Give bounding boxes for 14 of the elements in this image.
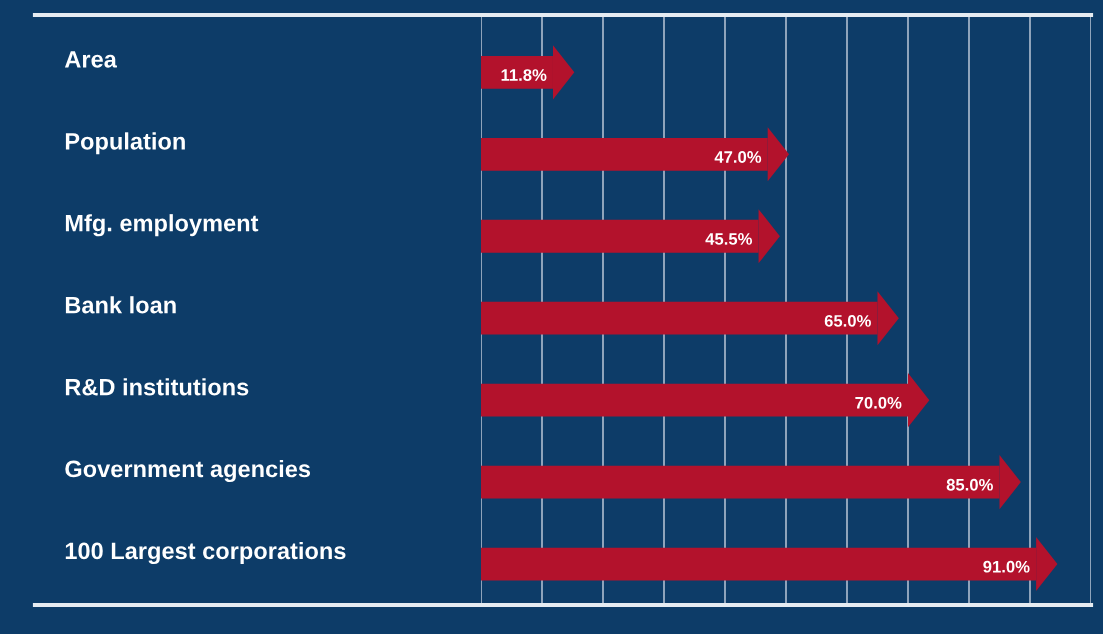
y-tick-label: Bank loan	[65, 296, 176, 314]
y-tick-label: R&D institutions	[65, 378, 249, 396]
data-label: 47.0%	[714, 151, 762, 163]
data-label: 85.0%	[946, 478, 993, 491]
data-label: 65.0%	[824, 314, 871, 327]
y-tick-label: Population	[65, 132, 185, 155]
data-label: 91.0%	[983, 560, 1030, 573]
y-tick-label: Mfg. employment	[65, 214, 259, 237]
y-tick-label: 100 Largest corporations	[65, 541, 346, 565]
data-label: 11.8%	[501, 69, 547, 81]
data-label: 45.5%	[705, 233, 753, 245]
y-tick-label: Government agencies	[65, 459, 311, 483]
data-label: 70.0%	[855, 396, 902, 409]
y-tick-label: Area	[64, 51, 117, 68]
